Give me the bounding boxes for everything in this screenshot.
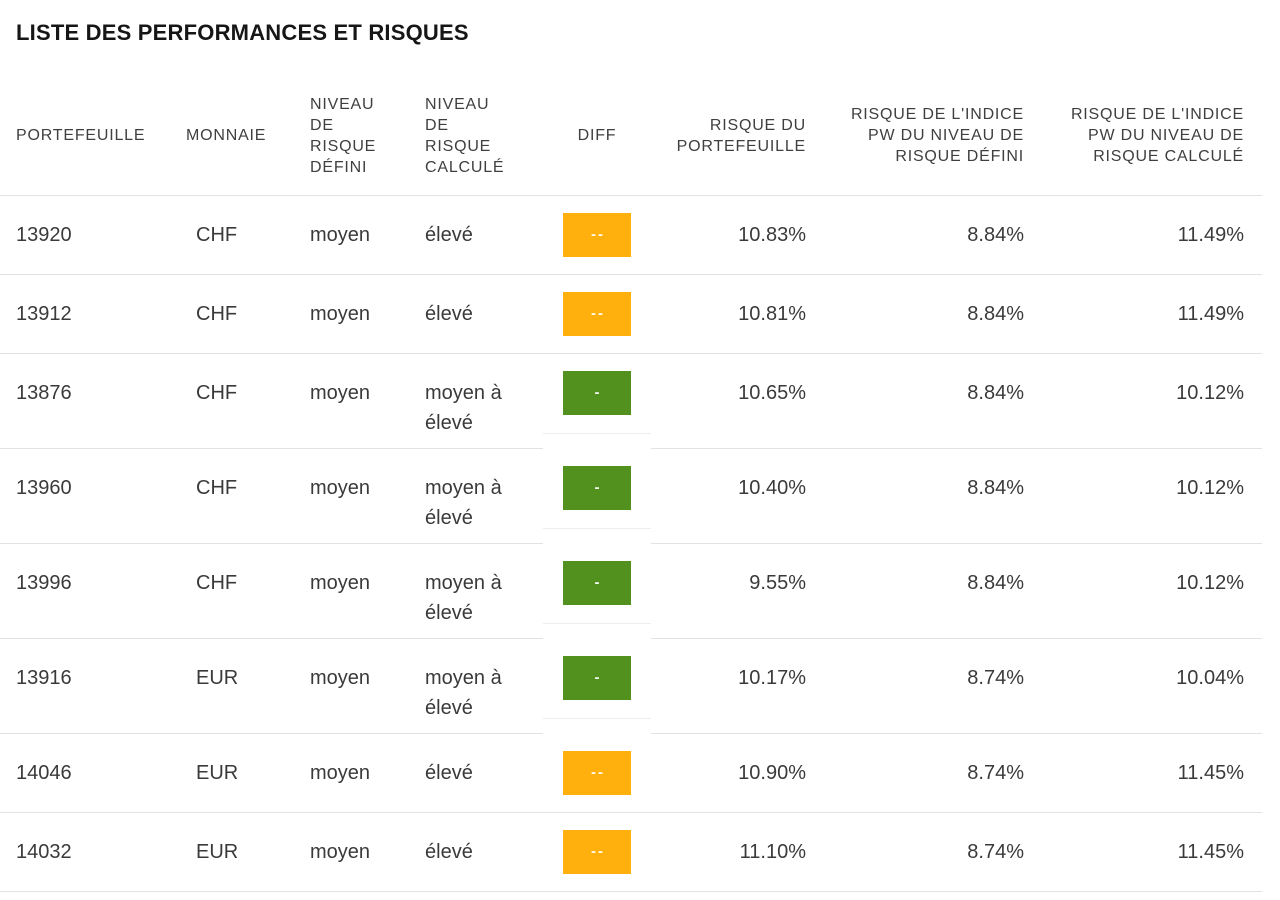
cell-niveau-risque-calcule: élevé (425, 841, 473, 863)
cell-risque-indice-calcule: 11.49% (1177, 224, 1244, 246)
cell-niveau-risque-calcule: élevé (425, 762, 473, 784)
cell-risque-portefeuille: 10.90% (738, 762, 806, 784)
table-row[interactable]: 13912 CHF moyen élevé -- 10.81% 8.84% 11… (0, 275, 1262, 354)
cell-portefeuille: 14032 (16, 841, 72, 863)
cell-risque-portefeuille: 10.65% (738, 382, 806, 404)
cell-risque-indice-defini: 8.84% (967, 477, 1024, 499)
column-header-portefeuille[interactable]: PORTEFEUILLE (16, 127, 146, 144)
cell-risque-indice-defini: 8.74% (967, 762, 1024, 784)
cell-niveau-risque-calcule: moyen à élevé (425, 667, 502, 719)
cell-risque-indice-calcule: 10.12% (1176, 477, 1244, 499)
cell-risque-portefeuille: 9.55% (749, 572, 806, 594)
cell-monnaie: EUR (196, 667, 239, 689)
cell-risque-indice-calcule: 11.45% (1177, 841, 1244, 863)
cell-diff: -- (543, 813, 651, 891)
cell-risque-indice-defini: 8.84% (967, 224, 1024, 246)
cell-diff: -- (543, 734, 651, 812)
cell-niveau-risque-calcule: élevé (425, 224, 473, 246)
cell-niveau-risque-calcule: moyen à élevé (425, 382, 502, 434)
diff-badge[interactable]: -- (563, 292, 631, 336)
cell-risque-indice-calcule: 10.04% (1176, 667, 1244, 689)
cell-portefeuille: 13876 (16, 382, 72, 404)
table-row[interactable]: 13996 CHF moyen moyen à élevé - 9.55% 8.… (0, 544, 1262, 640)
cell-risque-portefeuille: 10.17% (738, 667, 806, 689)
table-row[interactable]: 14032 EUR moyen élevé -- 11.10% 8.74% 11… (0, 813, 1262, 892)
column-header-niveau_defini[interactable]: NIVEAU DE RISQUE DÉFINI (310, 95, 377, 176)
cell-risque-indice-defini: 8.74% (967, 841, 1024, 863)
cell-niveau-risque-calcule: moyen à élevé (425, 477, 502, 529)
cell-monnaie: EUR (196, 762, 239, 784)
cell-niveau-risque-defini: moyen (310, 382, 371, 404)
cell-risque-indice-defini: 8.84% (967, 303, 1024, 325)
cell-monnaie: CHF (196, 382, 238, 404)
cell-diff: - (543, 544, 651, 638)
cell-portefeuille: 13960 (16, 477, 72, 499)
cell-portefeuille: 14046 (16, 762, 72, 784)
cell-monnaie: CHF (196, 303, 238, 325)
cell-niveau-risque-defini: moyen (310, 762, 371, 784)
diff-badge[interactable]: - (563, 656, 631, 700)
cell-niveau-risque-calcule: moyen à élevé (425, 572, 502, 624)
cell-diff: -- (543, 275, 651, 353)
cell-risque-portefeuille: 10.40% (738, 477, 806, 499)
cell-risque-portefeuille: 10.83% (738, 224, 806, 246)
column-header-diff[interactable]: DIFF (577, 127, 617, 144)
cell-diff: -- (543, 196, 651, 274)
diff-badge[interactable]: -- (563, 751, 631, 795)
cell-portefeuille: 13920 (16, 224, 72, 246)
cell-portefeuille: 13912 (16, 303, 72, 325)
cell-risque-portefeuille: 10.81% (738, 303, 806, 325)
cell-risque-indice-calcule: 10.12% (1176, 572, 1244, 594)
cell-risque-indice-calcule: 10.12% (1176, 382, 1244, 404)
cell-niveau-risque-defini: moyen (310, 477, 371, 499)
cell-risque-portefeuille: 11.10% (739, 841, 806, 863)
diff-badge[interactable]: -- (563, 830, 631, 874)
cell-risque-indice-defini: 8.84% (967, 572, 1024, 594)
cell-risque-indice-calcule: 11.49% (1177, 303, 1244, 325)
cell-risque-indice-defini: 8.74% (967, 667, 1024, 689)
table-body: 13920 CHF moyen élevé -- 10.83% 8.84% 11… (0, 196, 1280, 892)
table-row[interactable]: 13960 CHF moyen moyen à élevé - 10.40% 8… (0, 449, 1262, 545)
column-header-risque_indice_defini[interactable]: RISQUE DE L'INDICE PW DU NIVEAU DE RISQU… (850, 106, 1024, 165)
cell-monnaie: CHF (196, 224, 238, 246)
cell-monnaie: CHF (196, 477, 238, 499)
cell-niveau-risque-defini: moyen (310, 224, 371, 246)
diff-badge[interactable]: - (563, 466, 631, 510)
cell-risque-indice-calcule: 11.45% (1177, 762, 1244, 784)
table-header-row: PORTEFEUILLE MONNAIE NIVEAU DE RISQUE DÉFI… (0, 76, 1262, 196)
cell-niveau-risque-defini: moyen (310, 841, 371, 863)
table-row[interactable]: 13920 CHF moyen élevé -- 10.83% 8.84% 11… (0, 196, 1262, 275)
cell-risque-indice-defini: 8.84% (967, 382, 1024, 404)
cell-diff: - (543, 354, 651, 448)
performance-risk-page: LISTE DES PERFORMANCES ET RISQUES PORTEF… (0, 18, 1280, 892)
table-row[interactable]: 13916 EUR moyen moyen à élevé - 10.17% 8… (0, 639, 1262, 735)
cell-niveau-risque-defini: moyen (310, 572, 371, 594)
column-header-risque_portefeuille[interactable]: RISQUE DU PORTEFEUILLE (676, 116, 806, 155)
diff-badge[interactable]: - (563, 371, 631, 415)
column-header-niveau_calcule[interactable]: NIVEAU DE RISQUE CALCULÉ (425, 95, 505, 176)
cell-diff: - (543, 639, 651, 733)
performance-risk-table: PORTEFEUILLE MONNAIE NIVEAU DE RISQUE DÉFI… (0, 76, 1280, 892)
column-header-risque_indice_calcule[interactable]: RISQUE DE L'INDICE PW DU NIVEAU DE RISQU… (1070, 106, 1244, 165)
table-row[interactable]: 14046 EUR moyen élevé -- 10.90% 8.74% 11… (0, 734, 1262, 813)
cell-portefeuille: 13916 (16, 667, 72, 689)
diff-badge[interactable]: - (563, 561, 631, 605)
table-row[interactable]: 13876 CHF moyen moyen à élevé - 10.65% 8… (0, 354, 1262, 450)
cell-niveau-risque-defini: moyen (310, 667, 371, 689)
column-header-monnaie[interactable]: MONNAIE (186, 127, 267, 144)
page-title: LISTE DES PERFORMANCES ET RISQUES (16, 20, 469, 45)
cell-niveau-risque-defini: moyen (310, 303, 371, 325)
cell-niveau-risque-calcule: élevé (425, 303, 473, 325)
diff-badge[interactable]: -- (563, 213, 631, 257)
cell-portefeuille: 13996 (16, 572, 72, 594)
cell-monnaie: CHF (196, 572, 238, 594)
cell-diff: - (543, 449, 651, 543)
cell-monnaie: EUR (196, 841, 239, 863)
